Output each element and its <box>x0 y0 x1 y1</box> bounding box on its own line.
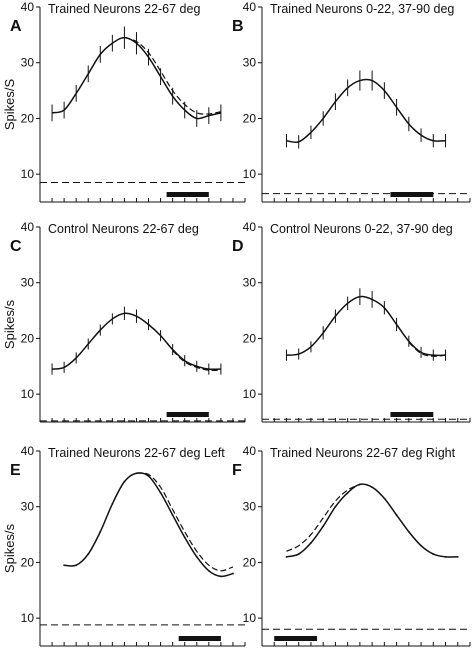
panel-title: Trained Neurons 22-67 deg <box>48 2 200 16</box>
panel-letter: F <box>232 462 242 479</box>
y-tick-label: 10 <box>21 167 35 181</box>
data-point <box>346 491 349 494</box>
y-axis-label: Spikes/S <box>2 79 17 131</box>
stimulus-bar <box>178 636 221 641</box>
y-tick-label: 20 <box>243 111 257 125</box>
series-dashed-line <box>124 37 221 115</box>
series-dashed-line <box>408 341 446 357</box>
series-dashed-line <box>136 472 234 572</box>
data-point <box>322 525 325 528</box>
panel-f: 10 20 30 40F Trained Neurons 22-67 deg Right <box>232 444 471 647</box>
data-point <box>432 553 435 555</box>
data-point <box>111 503 114 505</box>
series-dashed-line <box>286 483 361 552</box>
panel-c: 10 20 30 40 C Control Neurons 22-67 deg Spikes… <box>2 220 246 423</box>
data-point <box>334 505 337 508</box>
data-point <box>75 564 78 567</box>
panel-title: Control Neurons 0-22, 37-90 deg <box>270 222 453 236</box>
data-point <box>310 542 312 544</box>
data-point <box>395 514 398 516</box>
series-solid-line <box>286 483 458 558</box>
panel-letter: B <box>232 18 244 35</box>
panel-title: Trained Neurons 0-22, 37-90 deg <box>270 2 454 16</box>
data-point <box>383 497 386 500</box>
data-point <box>420 544 422 547</box>
y-tick-label: 30 <box>243 276 257 290</box>
panel-letter: C <box>10 238 22 255</box>
y-axis-label: Spikes/s <box>2 523 17 573</box>
y-tick-label: 40 <box>243 0 257 14</box>
stimulus-bar <box>166 412 209 417</box>
data-point <box>63 564 66 567</box>
data-point <box>456 555 459 558</box>
stimulus-bar <box>390 412 434 417</box>
y-tick-label: 10 <box>21 387 35 401</box>
data-point <box>444 555 447 558</box>
series-solid-line <box>286 295 446 357</box>
y-tick-label: 20 <box>21 331 35 345</box>
panel-letter: A <box>10 18 22 35</box>
data-point <box>123 480 126 483</box>
y-tick-label: 20 <box>243 555 257 569</box>
y-tick-label: 30 <box>21 276 35 290</box>
panel-b: 10 20 30 40 B Trained Neurons 0-22, 37-90 deg <box>232 0 471 203</box>
data-point <box>219 575 222 578</box>
y-tick-label: 30 <box>243 56 257 70</box>
y-tick-label: 20 <box>243 331 257 345</box>
stimulus-bar <box>166 192 209 197</box>
data-point <box>407 530 410 533</box>
y-tick-label: 40 <box>21 220 35 234</box>
panel-letter: D <box>232 238 244 255</box>
y-tick-label: 40 <box>21 444 35 458</box>
data-point <box>171 514 174 516</box>
data-point <box>87 553 90 555</box>
panel-title: Control Neurons 22-67 deg <box>48 222 199 236</box>
panel-title: Trained Neurons 22-67 deg Right <box>270 446 456 460</box>
panel-d: 10 20 30 40 D Control Neurons 0-22, 37-90 deg <box>232 220 471 423</box>
stimulus-bar <box>274 636 318 641</box>
data-point <box>207 569 210 572</box>
y-tick-label: 30 <box>243 500 257 514</box>
data-point <box>371 486 374 489</box>
y-tick-label: 20 <box>21 111 35 125</box>
data-point <box>159 491 162 494</box>
y-tick-label: 10 <box>243 611 257 625</box>
panel-a: 10 20 30 40 A Trained Neurons 22-67 deg Spikes… <box>2 0 246 203</box>
data-point <box>147 475 150 477</box>
series-solid-line <box>64 472 234 578</box>
panel-title: Trained Neurons 22-67 deg Left <box>48 446 225 460</box>
y-tick-label: 40 <box>21 0 35 14</box>
panel-e: 10 20 30 40E Trained Neurons 22-67 deg Left S… <box>2 444 246 647</box>
y-tick-label: 40 <box>243 444 257 458</box>
series-solid-line <box>286 78 446 144</box>
y-tick-label: 10 <box>21 611 35 625</box>
y-tick-label: 10 <box>243 387 257 401</box>
data-point <box>232 572 234 575</box>
y-tick-label: 10 <box>243 167 257 181</box>
series-dashed-line <box>172 350 221 371</box>
stimulus-bar <box>390 192 434 197</box>
data-point <box>99 530 102 533</box>
data-point <box>297 553 300 555</box>
y-tick-label: 40 <box>243 220 257 234</box>
panel-letter: E <box>10 462 21 479</box>
y-tick-label: 20 <box>21 555 35 569</box>
y-tick-label: 30 <box>21 56 35 70</box>
data-point <box>285 555 288 558</box>
y-tick-label: 30 <box>21 500 35 514</box>
data-point <box>195 555 198 558</box>
y-axis-label: Spikes/s <box>2 299 17 349</box>
data-point <box>183 536 186 539</box>
